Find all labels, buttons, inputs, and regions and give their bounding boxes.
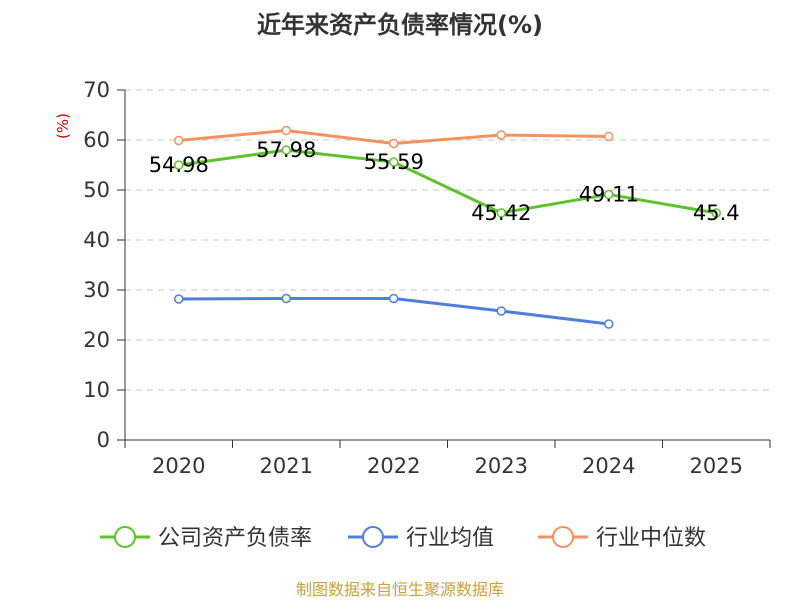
y-tick-label-50: 50 <box>83 178 110 202</box>
x-tick-label-2022: 2022 <box>367 454 420 478</box>
y-tick-label-0: 0 <box>97 428 110 452</box>
data-label-2021: 57.98 <box>256 138 316 162</box>
legend-label-1: 行业均值 <box>406 526 494 551</box>
x-tick-label-2024: 2024 <box>582 454 635 478</box>
chart-title: 近年来资产负债率情况(%) <box>257 11 543 39</box>
series-1-point-2020 <box>174 294 184 304</box>
series-0-point-2023 <box>496 208 506 218</box>
y-tick-label-10: 10 <box>83 378 110 402</box>
series-2-point-2023 <box>496 130 506 140</box>
series-0-point-2024 <box>604 189 614 200</box>
series-2-point-2020 <box>174 135 184 146</box>
series-line-0 <box>178 148 717 215</box>
series-0-point-2022 <box>389 157 399 167</box>
data-label-2023: 45.42 <box>471 201 531 225</box>
series-0-point-2020 <box>174 160 184 170</box>
y-tick-label-60: 60 <box>83 128 110 152</box>
series-2-point-2021 <box>281 125 291 136</box>
series-0-point-2025 <box>711 208 721 218</box>
legend-marker-0 <box>114 526 136 548</box>
series-group <box>174 125 721 329</box>
y-tick-label-20: 20 <box>83 328 110 352</box>
legend: 公司资产负债率 行业均值 行业中位数 <box>100 526 706 551</box>
series-1-point-2024 <box>604 319 614 329</box>
x-tick-label-2023: 2023 <box>475 454 528 478</box>
legend-label-2: 行业中位数 <box>596 526 706 551</box>
series-1-point-2023 <box>496 306 506 316</box>
y-axis-label: (%) <box>54 113 72 139</box>
series-1-point-2022 <box>389 293 399 304</box>
data-label-2022: 55.59 <box>364 150 424 174</box>
y-tick-label-30: 30 <box>83 278 110 302</box>
data-label-2025: 45.4 <box>693 201 740 225</box>
source-note: 制图数据来自恒生聚源数据库 <box>296 580 504 599</box>
data-label-2020: 54.98 <box>149 153 209 177</box>
axes: 0 10 20 30 40 50 60 70 2020 2021 2022 2023 2024 2025 <box>83 78 771 478</box>
x-tick-label-2020: 2020 <box>152 454 205 478</box>
y-tick-label-40: 40 <box>83 228 110 252</box>
series-0-point-2021 <box>281 145 291 155</box>
legend-marker-1 <box>362 526 384 548</box>
data-label-2024: 49.11 <box>579 182 639 206</box>
x-tick-label-2021: 2021 <box>260 454 313 478</box>
legend-label-0: 公司资产负债率 <box>158 526 312 551</box>
series-1-point-2021 <box>281 293 291 304</box>
y-tick-label-70: 70 <box>83 78 110 102</box>
legend-marker-2 <box>552 526 574 548</box>
series-2-point-2022 <box>389 138 399 149</box>
x-tick-label-2025: 2025 <box>690 454 743 478</box>
data-labels: 54.98 57.98 55.59 45.42 49.11 45.4 <box>149 138 740 225</box>
series-2-point-2024 <box>604 131 614 142</box>
